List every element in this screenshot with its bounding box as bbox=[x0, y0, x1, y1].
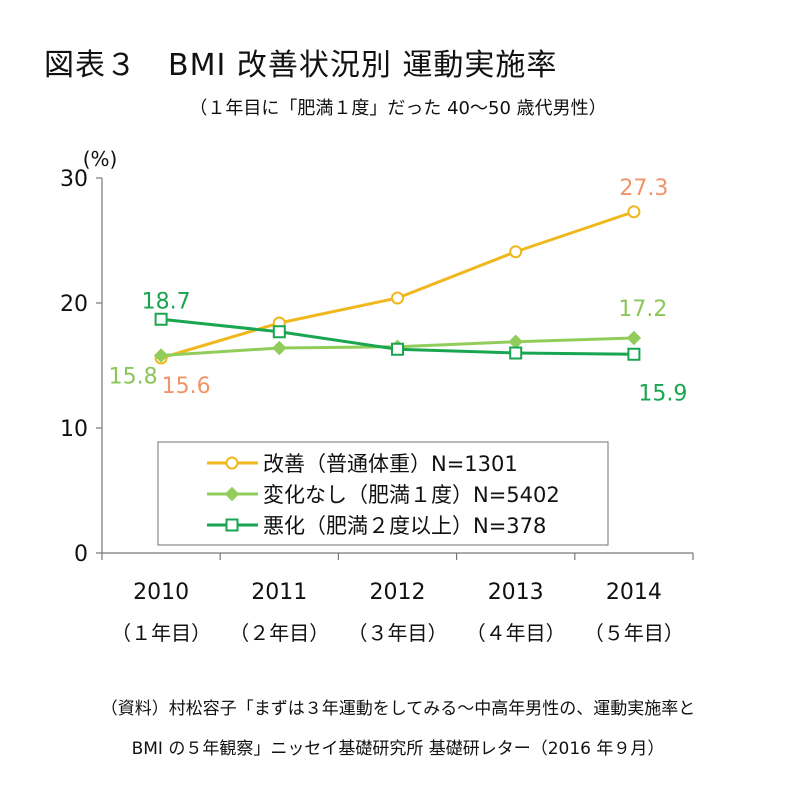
data-label: 15.8 bbox=[109, 365, 158, 390]
series-3-point bbox=[509, 346, 523, 360]
x-tick-sublabel: （５年目） bbox=[584, 621, 684, 645]
chart-title: 図表３ BMI 改善状況別 運動実施率 bbox=[44, 48, 558, 83]
legend: 改善（普通体重）N=1301 変化なし（肥満１度）N=5402 悪化（肥満２度以上）… bbox=[157, 441, 609, 546]
series-2-point bbox=[508, 334, 523, 349]
data-label: 17.2 bbox=[618, 297, 667, 322]
series-2-point bbox=[153, 348, 169, 363]
legend-item: 悪化（肥満２度以上）N=378 bbox=[207, 514, 546, 538]
legend-marker bbox=[225, 518, 239, 532]
legend-label: 悪化（肥満２度以上）N=378 bbox=[263, 514, 546, 538]
data-label: 27.3 bbox=[619, 176, 668, 201]
series-2-point bbox=[272, 340, 287, 356]
series-3-point bbox=[391, 342, 404, 356]
x-tick-label: 2011 bbox=[251, 580, 307, 605]
legend-label: 改善（普通体重）N=1301 bbox=[263, 452, 518, 476]
chart-subtitle: （１年目に「肥満１度」だった 40～50 歳代男性） bbox=[189, 98, 607, 119]
series-2-point bbox=[626, 330, 642, 346]
x-tick-sublabel: （２年目） bbox=[229, 621, 329, 645]
data-label: 15.9 bbox=[638, 381, 687, 406]
x-tick-label: 2013 bbox=[488, 580, 544, 605]
x-tick-label: 2014 bbox=[606, 580, 662, 605]
series-3-point bbox=[154, 312, 168, 326]
series-1-point bbox=[627, 205, 641, 219]
y-tick-label: 20 bbox=[60, 292, 88, 317]
y-tick-label: 10 bbox=[60, 417, 88, 442]
legend-item: 変化なし（肥満１度）N=5402 bbox=[207, 483, 560, 507]
legend-marker bbox=[225, 456, 239, 470]
source-note-line-1: （資料）村松容子「まずは３年運動をしてみる～中高年男性の、運動実施率と bbox=[100, 699, 696, 719]
x-tick-sublabel: （３年目） bbox=[348, 621, 448, 645]
y-tick-label: 30 bbox=[60, 167, 88, 192]
y-axis-label: (%) bbox=[83, 147, 118, 171]
series-3-point bbox=[272, 325, 286, 339]
legend-marker bbox=[224, 486, 240, 502]
x-tick-sublabel: （１年目） bbox=[111, 621, 211, 645]
legend-item: 改善（普通体重）N=1301 bbox=[207, 452, 518, 476]
series-1-point bbox=[509, 245, 523, 259]
series-3-point bbox=[627, 347, 641, 361]
y-tick-label: 0 bbox=[74, 542, 88, 567]
data-label: 15.6 bbox=[162, 374, 211, 399]
series-line-1 bbox=[160, 210, 635, 360]
x-tick-label: 2012 bbox=[370, 580, 426, 605]
legend-label: 変化なし（肥満１度）N=5402 bbox=[263, 483, 560, 507]
x-tick-label: 2010 bbox=[133, 580, 189, 605]
x-tick-sublabel: （４年目） bbox=[466, 621, 566, 645]
data-label: 18.7 bbox=[142, 289, 191, 314]
series-1-point bbox=[391, 291, 404, 305]
source-note-line-2: BMI の５年観察」ニッセイ基礎研究所 基礎研レター（2016 年９月） bbox=[131, 739, 665, 759]
